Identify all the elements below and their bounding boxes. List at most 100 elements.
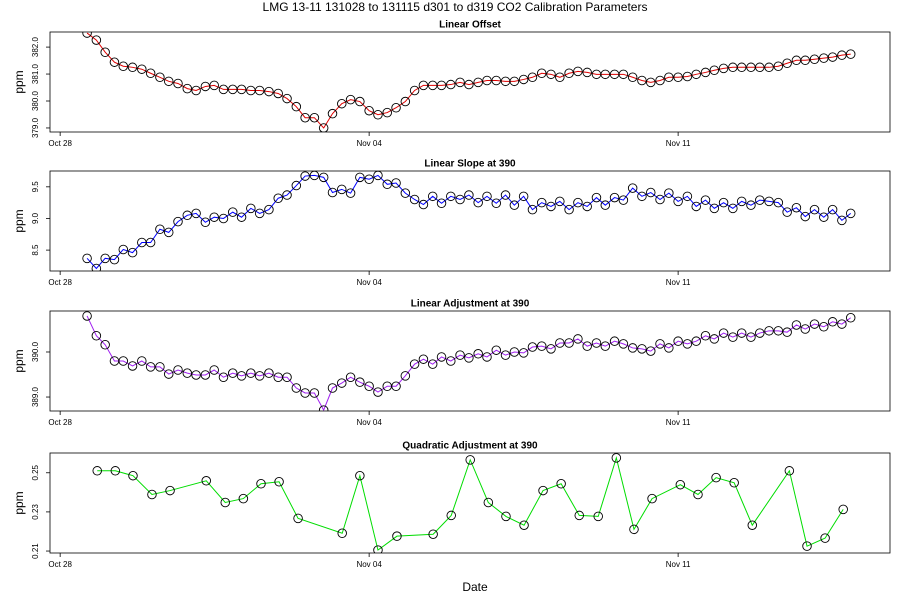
data-point bbox=[809, 319, 820, 329]
data-point bbox=[201, 476, 212, 486]
data-point bbox=[845, 313, 856, 323]
y-tick-label: 381.0 bbox=[31, 63, 40, 84]
data-point bbox=[500, 190, 511, 200]
x-tick-label: Nov 04 bbox=[356, 278, 382, 287]
data-point bbox=[145, 362, 156, 372]
data-point bbox=[236, 84, 247, 95]
data-point bbox=[254, 85, 265, 96]
data-point bbox=[518, 74, 529, 85]
data-point bbox=[564, 68, 574, 78]
data-point bbox=[482, 75, 492, 86]
data-point bbox=[646, 346, 656, 356]
data-point bbox=[637, 191, 647, 202]
data-point bbox=[518, 191, 529, 202]
x-tick-label: Oct 28 bbox=[48, 278, 72, 287]
data-point bbox=[582, 341, 592, 351]
panel-title: Quadratic Adjustment at 390 bbox=[402, 441, 538, 452]
data-point bbox=[709, 203, 720, 214]
data-point bbox=[182, 210, 193, 221]
data-point bbox=[491, 75, 502, 86]
data-point bbox=[709, 334, 720, 344]
x-tick-label: Nov 11 bbox=[666, 418, 691, 427]
data-point bbox=[318, 405, 329, 411]
data-point bbox=[191, 208, 201, 219]
data-point bbox=[473, 77, 483, 88]
data-point bbox=[791, 320, 802, 330]
data-point bbox=[736, 196, 747, 207]
data-point bbox=[254, 208, 265, 219]
data-point bbox=[455, 350, 465, 360]
data-point bbox=[618, 195, 629, 205]
data-point bbox=[509, 76, 520, 87]
data-point bbox=[147, 489, 157, 500]
data-point bbox=[729, 477, 739, 488]
data-point bbox=[246, 368, 256, 378]
data-point bbox=[718, 63, 729, 74]
data-point bbox=[755, 328, 765, 338]
data-point bbox=[300, 171, 310, 181]
data-point bbox=[209, 80, 219, 91]
data-point bbox=[491, 345, 502, 355]
data-point bbox=[427, 191, 438, 202]
data-point bbox=[564, 338, 574, 348]
data-point bbox=[819, 322, 829, 332]
data-point bbox=[483, 497, 494, 508]
data-point bbox=[655, 339, 665, 349]
data-point bbox=[273, 88, 283, 99]
data-point bbox=[418, 199, 429, 210]
data-point bbox=[618, 339, 629, 349]
data-point bbox=[609, 336, 620, 346]
data-point bbox=[127, 62, 138, 73]
data-point bbox=[182, 368, 193, 378]
data-point bbox=[573, 197, 583, 208]
data-point bbox=[373, 109, 383, 120]
data-point bbox=[200, 217, 211, 228]
data-point bbox=[564, 204, 574, 215]
data-point bbox=[800, 211, 810, 222]
data-point bbox=[746, 332, 756, 342]
data-point bbox=[209, 365, 219, 375]
data-point bbox=[736, 62, 747, 73]
data-point bbox=[600, 69, 611, 80]
data-point bbox=[728, 203, 738, 214]
data-point bbox=[673, 72, 683, 83]
data-point bbox=[582, 201, 592, 212]
data-point bbox=[518, 348, 529, 358]
data-point bbox=[327, 383, 338, 393]
data-line bbox=[97, 456, 844, 551]
data-point bbox=[556, 478, 566, 489]
data-point bbox=[682, 71, 693, 82]
panel-title: Linear Adjustment at 390 bbox=[411, 299, 530, 310]
data-point bbox=[718, 328, 729, 338]
data-point bbox=[364, 105, 374, 116]
data-point bbox=[327, 187, 338, 198]
data-point bbox=[802, 541, 812, 551]
data-point bbox=[337, 378, 347, 388]
data-point bbox=[800, 55, 810, 66]
data-point bbox=[264, 86, 274, 97]
x-tick-label: Oct 28 bbox=[48, 418, 72, 427]
data-point bbox=[91, 35, 102, 45]
data-point bbox=[291, 101, 302, 112]
data-point bbox=[764, 326, 774, 336]
data-point bbox=[618, 69, 629, 80]
data-point bbox=[282, 93, 292, 104]
data-point bbox=[337, 98, 347, 109]
data-point bbox=[491, 198, 502, 209]
data-point bbox=[82, 253, 92, 264]
data-point bbox=[675, 479, 686, 490]
data-point bbox=[538, 485, 548, 496]
x-tick-label: Oct 28 bbox=[48, 560, 72, 569]
data-point bbox=[318, 172, 329, 183]
data-point bbox=[691, 69, 701, 80]
data-point bbox=[827, 317, 838, 327]
data-point bbox=[355, 172, 365, 183]
data-point bbox=[264, 368, 274, 378]
data-point bbox=[809, 54, 820, 64]
data-point bbox=[728, 332, 738, 342]
plot-frame bbox=[49, 452, 891, 554]
data-point bbox=[782, 58, 792, 69]
data-point bbox=[819, 212, 829, 222]
y-tick-label: 0.23 bbox=[31, 504, 40, 520]
data-point bbox=[418, 354, 429, 364]
